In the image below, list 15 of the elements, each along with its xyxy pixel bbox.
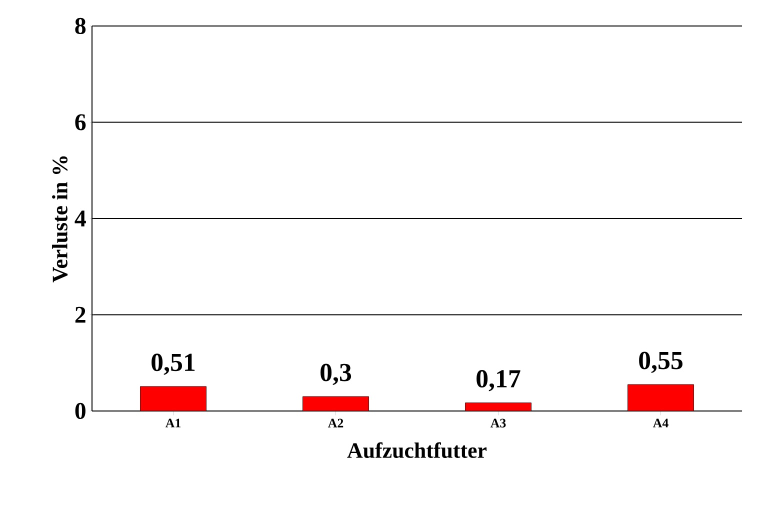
x-tick-label: A3: [490, 418, 506, 428]
y-tick-label: 6: [75, 114, 86, 130]
x-axis-title: Aufzuchtfutter: [347, 442, 487, 458]
data-label: 0,17: [476, 370, 520, 392]
data-label: 0,55: [639, 352, 682, 373]
y-tick-label: 4: [74, 210, 86, 226]
x-tick-label: A2: [328, 418, 344, 428]
x-tick-label: A4: [652, 418, 668, 428]
y-axis-title: Verluste in %: [52, 156, 68, 282]
data-label: 0,3: [320, 364, 352, 386]
y-tick-label: 8: [75, 18, 86, 34]
y-tick-label: 0: [75, 402, 86, 420]
y-tick-label: 2: [75, 306, 86, 323]
x-tick-label: A1: [165, 418, 181, 428]
data-label: 0,51: [152, 354, 195, 375]
